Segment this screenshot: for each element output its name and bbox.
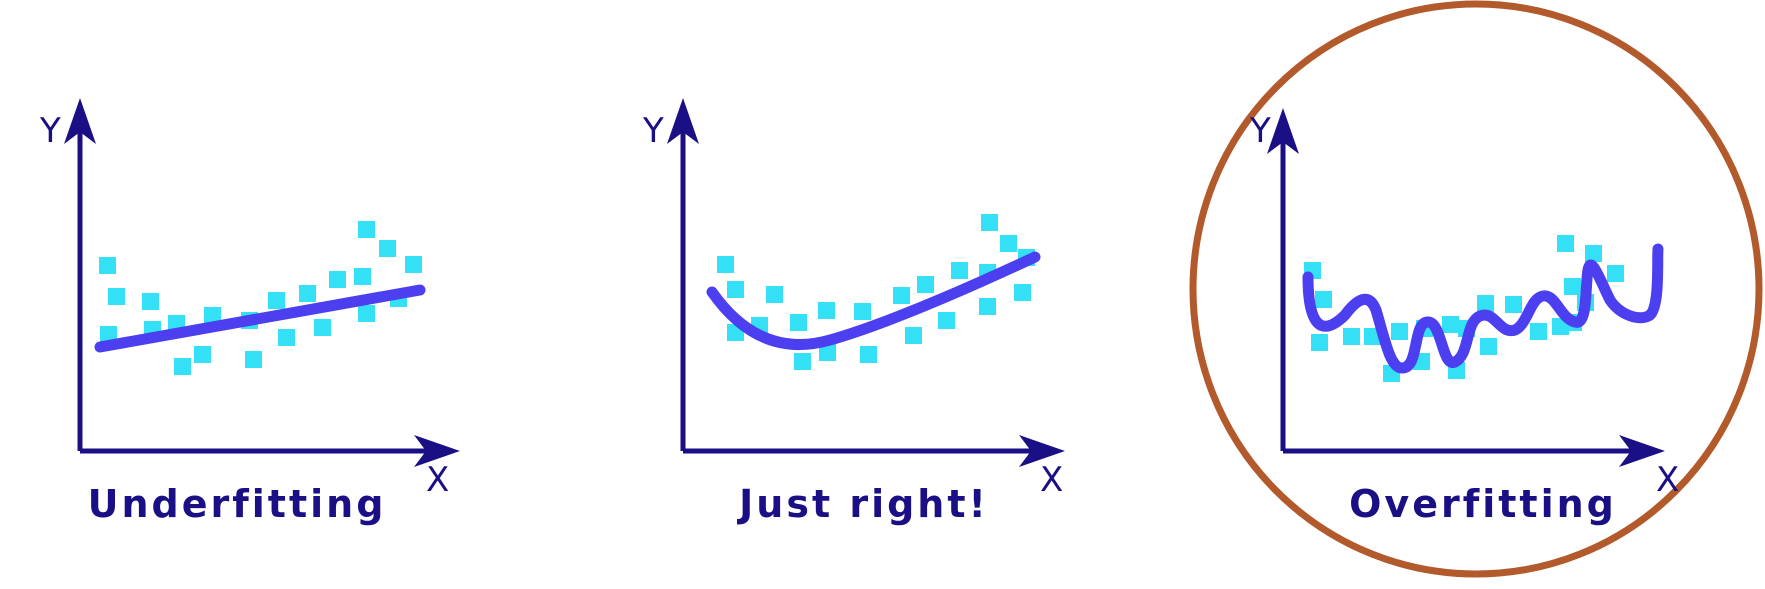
data-point xyxy=(979,298,996,315)
panel-caption: Just right! xyxy=(739,482,989,526)
data-point xyxy=(951,262,968,279)
data-point xyxy=(1315,291,1332,308)
data-point xyxy=(99,257,116,274)
data-point xyxy=(108,288,125,305)
data-point xyxy=(1311,334,1328,351)
axes xyxy=(667,98,1065,467)
data-point xyxy=(893,287,910,304)
data-point xyxy=(717,256,734,273)
data-point xyxy=(905,327,922,344)
data-point xyxy=(1000,235,1017,252)
data-point xyxy=(1505,296,1522,313)
data-point xyxy=(245,351,262,368)
data-point xyxy=(981,214,998,231)
panel-just-right: Y X Just right! xyxy=(590,0,1180,589)
data-point xyxy=(1014,284,1031,301)
data-point xyxy=(405,256,422,273)
data-point xyxy=(1480,338,1497,355)
data-point xyxy=(358,305,375,322)
y-axis-label: Y xyxy=(40,114,61,148)
y-axis-label: Y xyxy=(643,114,664,148)
data-point xyxy=(727,281,744,298)
data-point xyxy=(790,314,807,331)
data-point xyxy=(1442,316,1459,333)
data-point xyxy=(1607,265,1624,282)
data-point xyxy=(1477,295,1494,312)
data-point xyxy=(354,268,371,285)
data-point xyxy=(314,319,331,336)
data-point xyxy=(1391,323,1408,340)
data-point xyxy=(268,292,285,309)
data-point xyxy=(938,312,955,329)
data-point xyxy=(818,302,835,319)
panel-overfitting: Y X Overfitting xyxy=(1180,0,1765,589)
data-point xyxy=(1564,278,1581,295)
panel-caption: Underfitting xyxy=(88,482,387,526)
x-axis-label: X xyxy=(1040,463,1063,497)
data-point xyxy=(1585,245,1602,262)
x-axis-label: X xyxy=(1656,463,1679,497)
data-point xyxy=(917,276,934,293)
data-point xyxy=(766,286,783,303)
data-point xyxy=(174,358,191,375)
data-point xyxy=(194,346,211,363)
data-point xyxy=(278,329,295,346)
data-point xyxy=(854,303,871,320)
data-point xyxy=(358,221,375,238)
data-point xyxy=(1343,328,1360,345)
data-point xyxy=(794,353,811,370)
y-axis-label: Y xyxy=(1250,114,1271,148)
data-point xyxy=(142,293,159,310)
x-axis-label: X xyxy=(426,463,449,497)
data-point xyxy=(299,285,316,302)
data-points xyxy=(717,214,1035,370)
panel-underfitting: Y X Underfitting xyxy=(0,0,590,589)
axes xyxy=(64,98,460,467)
data-point xyxy=(1530,323,1547,340)
data-point xyxy=(329,271,346,288)
data-point xyxy=(1557,235,1574,252)
panel-caption: Overfitting xyxy=(1349,482,1617,526)
data-point xyxy=(860,346,877,363)
data-point xyxy=(379,240,396,257)
